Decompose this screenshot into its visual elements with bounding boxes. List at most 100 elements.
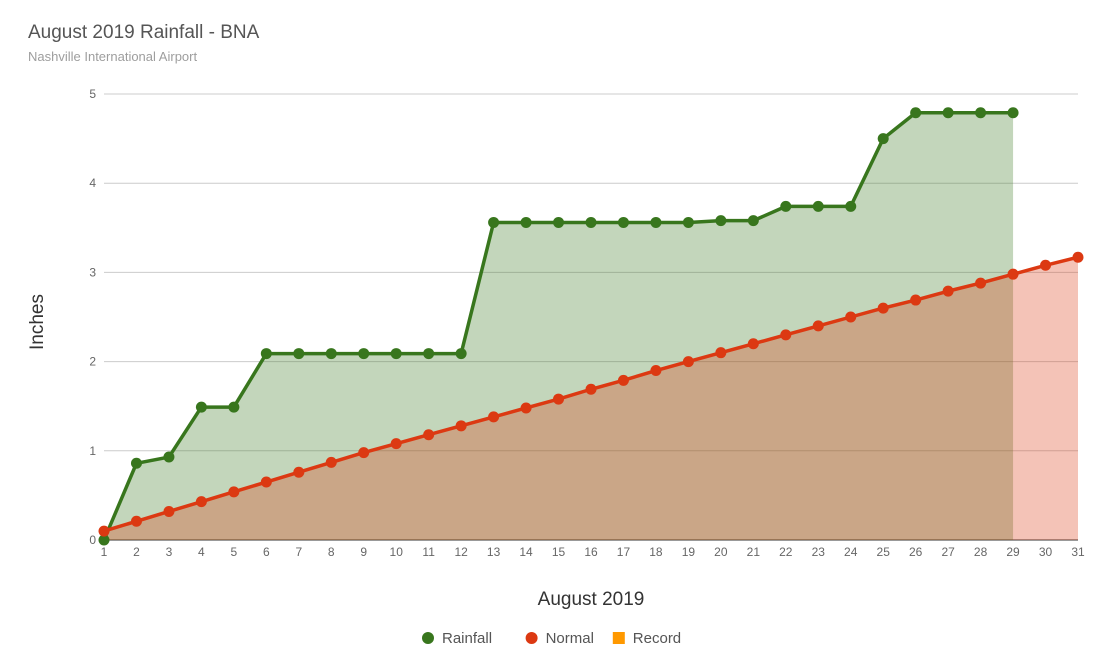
x-tick-label: 8: [328, 545, 335, 559]
rainfall-point: [585, 216, 597, 228]
normal-point: [975, 277, 987, 289]
normal-point: [1007, 268, 1019, 280]
normal-point: [747, 338, 759, 350]
x-tick-label: 14: [519, 545, 533, 559]
x-tick-label: 15: [552, 545, 566, 559]
rainfall-point: [682, 216, 694, 228]
legend-record-swatch: [612, 632, 625, 644]
rainfall-point: [845, 200, 857, 212]
x-tick-label: 18: [649, 545, 663, 559]
x-tick-label: 16: [584, 545, 598, 559]
normal-point: [455, 420, 467, 432]
x-tick-label: 11: [422, 545, 435, 559]
legend-normal-swatch: [525, 632, 538, 644]
normal-point: [520, 402, 532, 414]
x-tick-label: 25: [877, 545, 891, 559]
rainfall-point: [812, 200, 824, 212]
y-tick-label: 4: [89, 176, 96, 190]
legend: Rainfall Normal Record: [422, 630, 681, 647]
rainfall-point: [98, 534, 110, 546]
normal-point: [553, 393, 565, 405]
normal-point: [845, 311, 857, 323]
rainfall-point: [910, 107, 922, 119]
x-tick-label: 6: [263, 545, 270, 559]
normal-point: [163, 505, 175, 517]
legend-rainfall-swatch: [422, 632, 434, 644]
rainfall-point: [390, 348, 402, 360]
y-tick-label: 5: [89, 87, 96, 101]
normal-point: [390, 438, 402, 450]
x-tick-label: 28: [974, 545, 988, 559]
rainfall-point: [358, 348, 370, 360]
normal-point: [715, 347, 727, 359]
x-tick-label: 1: [101, 545, 108, 559]
rainfall-area: [104, 112, 1014, 541]
rainfall-point: [423, 348, 435, 360]
normal-point: [942, 285, 954, 297]
x-tick-label: 12: [454, 545, 468, 559]
normal-point: [423, 429, 435, 441]
normal-point: [780, 329, 792, 341]
normal-point: [293, 466, 305, 478]
chart-subtitle: Nashville International Airport: [28, 49, 198, 64]
y-axis-title: Inches: [27, 294, 48, 350]
x-tick-label: 13: [487, 545, 501, 559]
rainfall-point: [975, 107, 987, 119]
x-tick-label: 27: [941, 545, 955, 559]
normal-point: [488, 411, 500, 423]
x-tick-label: 3: [166, 545, 173, 559]
x-tick-label: 17: [617, 545, 631, 559]
normal-point: [260, 476, 272, 488]
grid: [104, 93, 1078, 541]
x-tick-label: 30: [1039, 545, 1053, 559]
rainfall-point: [325, 348, 337, 360]
rainfall-point: [195, 401, 207, 413]
x-tick-label: 5: [231, 545, 238, 559]
normal-point: [325, 456, 337, 468]
rainfall-point: [747, 215, 759, 227]
x-tick-label: 19: [682, 545, 696, 559]
x-tick-label: 21: [747, 545, 761, 559]
chart-title: August 2019 Rainfall - BNA: [28, 22, 260, 43]
normal-point: [228, 486, 240, 498]
normal-point: [910, 294, 922, 306]
rainfall-point: [650, 216, 662, 228]
normal-point: [650, 365, 662, 377]
rainfall-point: [780, 200, 792, 212]
normal-point: [1040, 259, 1052, 271]
x-tick-label: 23: [812, 545, 826, 559]
rainfall-point: [553, 216, 565, 228]
x-tick-label: 9: [360, 545, 367, 559]
normal-area: [104, 257, 1078, 540]
rainfall-point: [293, 348, 305, 360]
x-tick-label: 24: [844, 545, 858, 559]
x-tick-label: 29: [1006, 545, 1020, 559]
x-tick-label: 7: [295, 545, 302, 559]
x-tick-label: 4: [198, 545, 205, 559]
y-tick-label: 0: [89, 533, 96, 547]
y-tick-label: 3: [89, 265, 96, 279]
rainfall-point: [877, 133, 889, 145]
legend-normal-label: Normal: [546, 630, 594, 647]
y-tick-label: 1: [89, 444, 96, 458]
x-tick-label: 26: [909, 545, 923, 559]
legend-rainfall-label: Rainfall: [442, 630, 492, 647]
normal-point: [585, 383, 597, 395]
x-axis-title: August 2019: [538, 589, 645, 610]
rainfall-point: [1007, 107, 1019, 119]
normal-point: [358, 447, 370, 459]
x-tick-label: 2: [133, 545, 140, 559]
areas: [104, 112, 1078, 541]
normal-point: [617, 374, 629, 386]
rainfall-point: [715, 215, 727, 227]
normal-point: [1072, 251, 1084, 263]
x-tick-label: 22: [779, 545, 793, 559]
normal-point: [195, 496, 207, 508]
normal-point: [877, 302, 889, 314]
rainfall-point: [520, 216, 532, 228]
normal-point: [682, 356, 694, 368]
rainfall-point: [163, 451, 175, 463]
rainfall-point: [130, 457, 142, 469]
